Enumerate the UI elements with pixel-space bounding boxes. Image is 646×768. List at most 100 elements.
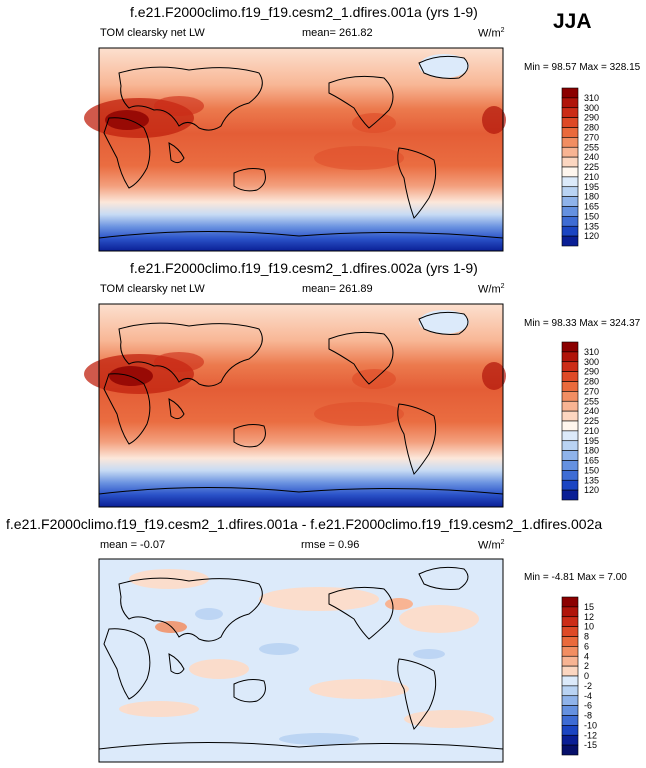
colorbar-1-swatch [561, 97, 579, 109]
colorbar-2-tick-label: 270 [584, 386, 599, 396]
panel-3-map [98, 558, 504, 763]
colorbar-3-tick-label: 4 [584, 651, 589, 661]
colorbar-2-tick-label: 180 [584, 446, 599, 456]
colorbar-2-tick-label: 195 [584, 436, 599, 446]
colorbar-3-tick-label: 10 [584, 622, 594, 632]
colorbar-1-swatch [561, 166, 579, 178]
panel-2-colorbar: 3103002902802702552402252101951801651501… [561, 341, 599, 501]
panel-2-title: f.e21.F2000climo.f19_f19.cesm2_1.dfires.… [130, 260, 478, 276]
panel-3-rmse: rmse = 0.96 [301, 539, 360, 551]
colorbar-1-swatch [561, 235, 579, 247]
colorbar-3-tick-label: -2 [584, 681, 592, 691]
colorbar-1-swatch [561, 146, 579, 158]
colorbar-3-tick-label: -10 [584, 720, 597, 730]
colorbar-1-swatch [561, 87, 579, 99]
panel-2-minmax: Min = 98.33 Max = 324.37 [524, 318, 641, 329]
panel-2-mean: mean= 261.89 [302, 283, 373, 295]
colorbar-2-tick-label: 280 [584, 377, 599, 387]
panel-2-map [84, 303, 506, 508]
colorbar-3-tick-label: -12 [584, 730, 597, 740]
colorbar-2-tick-label: 150 [584, 465, 599, 475]
colorbar-3-swatch [561, 715, 579, 726]
colorbar-3-tick-label: -6 [584, 701, 592, 711]
colorbar-3-swatch [561, 606, 579, 618]
colorbar-1-tick-label: 180 [584, 192, 599, 202]
colorbar-2-swatch [561, 479, 579, 491]
colorbar-2-swatch [561, 470, 579, 481]
colorbar-3-swatch [561, 616, 579, 627]
panel-1-minmax: Min = 98.57 Max = 328.15 [524, 62, 641, 73]
panel-1-units: W/m2 [478, 27, 505, 40]
colorbar-1-tick-label: 195 [584, 182, 599, 192]
colorbar-2-swatch [561, 420, 579, 432]
colorbar-2-swatch [561, 410, 579, 422]
colorbar-3-swatch [561, 705, 579, 716]
panel-1-map [84, 47, 506, 252]
colorbar-1-tick-label: 255 [584, 142, 599, 152]
colorbar-3-tick-label: -4 [584, 691, 592, 701]
colorbar-1-swatch [561, 176, 579, 188]
colorbar-1-tick-label: 120 [584, 231, 599, 241]
colorbar-2-tick-label: 290 [584, 367, 599, 377]
colorbar-3-tick-label: 15 [584, 602, 594, 612]
colorbar-3-swatch [561, 725, 579, 736]
panel-2-variable-label: TOM clearsky net LW [100, 283, 205, 295]
colorbar-2-swatch [561, 351, 579, 363]
panel-1-variable-label: TOM clearsky net LW [100, 27, 205, 39]
colorbar-1-tick-label: 270 [584, 132, 599, 142]
colorbar-2-swatch [561, 381, 579, 392]
colorbar-2-tick-label: 255 [584, 396, 599, 406]
colorbar-3-tick-label: -15 [584, 740, 597, 750]
colorbar-2-swatch [561, 460, 579, 471]
colorbar-1-tick-label: 280 [584, 123, 599, 133]
colorbar-3-swatch [561, 596, 579, 608]
colorbar-2-swatch [561, 361, 579, 372]
panel-3-minmax: Min = -4.81 Max = 7.00 [524, 572, 627, 583]
colorbar-1-swatch [561, 107, 579, 118]
colorbar-1-swatch [561, 156, 579, 168]
colorbar-1-tick-label: 135 [584, 221, 599, 231]
colorbar-2-tick-label: 210 [584, 426, 599, 436]
colorbar-2-tick-label: 135 [584, 475, 599, 485]
colorbar-1-swatch [561, 216, 579, 227]
colorbar-1-swatch [561, 186, 579, 197]
colorbar-2-tick-label: 225 [584, 416, 599, 426]
season-label: JJA [553, 10, 592, 33]
colorbar-3-swatch [561, 695, 579, 706]
colorbar-1-swatch [561, 127, 579, 138]
colorbar-1-swatch [561, 206, 579, 217]
panel-1-colorbar: 3103002902802702552402252101951801651501… [561, 87, 599, 247]
colorbar-1-swatch [561, 117, 579, 128]
colorbar-3-swatch [561, 675, 579, 687]
colorbar-2-tick-label: 165 [584, 456, 599, 466]
panel-3-title: f.e21.F2000climo.f19_f19.cesm2_1.dfires.… [6, 516, 603, 532]
colorbar-3-swatch [561, 734, 579, 746]
colorbar-3-swatch [561, 685, 579, 697]
colorbar-3-swatch [561, 626, 579, 637]
colorbar-1-tick-label: 165 [584, 202, 599, 212]
colorbar-2-swatch [561, 440, 579, 451]
panel-2-units: W/m2 [478, 283, 505, 296]
colorbar-2-tick-label: 240 [584, 406, 599, 416]
colorbar-2-tick-label: 310 [584, 347, 599, 357]
colorbar-2-swatch [561, 391, 579, 402]
colorbar-2-swatch [561, 450, 579, 461]
colorbar-3-swatch [561, 665, 579, 677]
colorbar-1-tick-label: 310 [584, 93, 599, 103]
colorbar-1-tick-label: 290 [584, 113, 599, 123]
colorbar-3-swatch [561, 744, 579, 756]
colorbar-3-tick-label: 0 [584, 671, 589, 681]
colorbar-3-tick-label: 2 [584, 661, 589, 671]
colorbar-1-swatch [561, 196, 579, 207]
colorbar-2-swatch [561, 371, 579, 382]
colorbar-2-tick-label: 300 [584, 357, 599, 367]
panel-3-mean: mean = -0.07 [100, 539, 166, 551]
colorbar-1-swatch [561, 225, 579, 237]
colorbar-1-tick-label: 300 [584, 103, 599, 113]
colorbar-3-tick-label: -8 [584, 711, 592, 721]
colorbar-2-tick-label: 120 [584, 485, 599, 495]
colorbar-2-swatch [561, 430, 579, 442]
colorbar-3-tick-label: 6 [584, 641, 589, 651]
colorbar-1-tick-label: 240 [584, 152, 599, 162]
